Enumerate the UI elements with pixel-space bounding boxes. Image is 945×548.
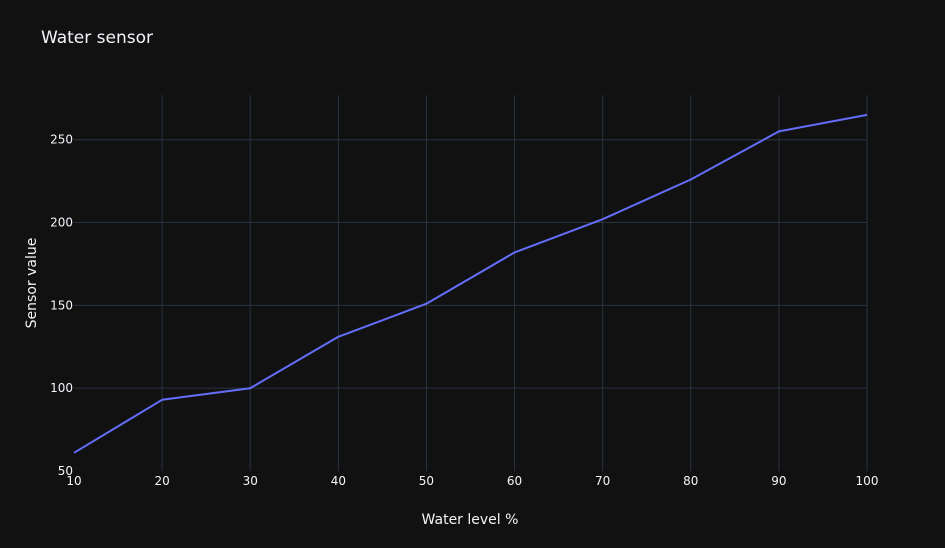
x-axis-label: Water level % bbox=[422, 512, 519, 528]
x-tick-label: 70 bbox=[595, 474, 610, 488]
y-tick-label: 100 bbox=[50, 381, 73, 395]
y-tick-label: 50 bbox=[58, 464, 73, 478]
x-tick-labels: 10 20 30 40 50 60 70 80 90 100 bbox=[66, 474, 878, 488]
x-tick-label: 20 bbox=[154, 474, 169, 488]
series-line bbox=[73, 113, 868, 454]
x-tick-label: 50 bbox=[419, 474, 434, 488]
chart-title: Water sensor bbox=[41, 28, 153, 48]
x-tick-label: 40 bbox=[331, 474, 346, 488]
y-axis-label: Sensor value bbox=[24, 238, 40, 329]
data-point bbox=[73, 452, 75, 454]
data-point bbox=[161, 399, 163, 401]
y-tick-label: 150 bbox=[50, 298, 73, 312]
data-point bbox=[249, 387, 251, 389]
y-tick-labels: 50 100 150 200 250 bbox=[50, 133, 73, 478]
y-tick-label: 200 bbox=[50, 216, 73, 230]
data-point bbox=[778, 130, 780, 132]
data-point bbox=[690, 178, 692, 180]
x-tick-label: 10 bbox=[66, 474, 81, 488]
series-layer bbox=[73, 113, 868, 454]
x-tick-label: 30 bbox=[243, 474, 258, 488]
x-tick-label: 90 bbox=[771, 474, 786, 488]
data-point bbox=[514, 251, 516, 253]
x-tick-label: 100 bbox=[856, 474, 879, 488]
data-point bbox=[425, 303, 427, 305]
grid-layer bbox=[74, 95, 868, 471]
y-tick-label: 250 bbox=[50, 133, 73, 147]
data-point bbox=[602, 218, 604, 220]
x-tick-label: 60 bbox=[507, 474, 522, 488]
data-point bbox=[866, 114, 868, 116]
data-point bbox=[337, 336, 339, 338]
x-tick-label: 80 bbox=[683, 474, 698, 488]
